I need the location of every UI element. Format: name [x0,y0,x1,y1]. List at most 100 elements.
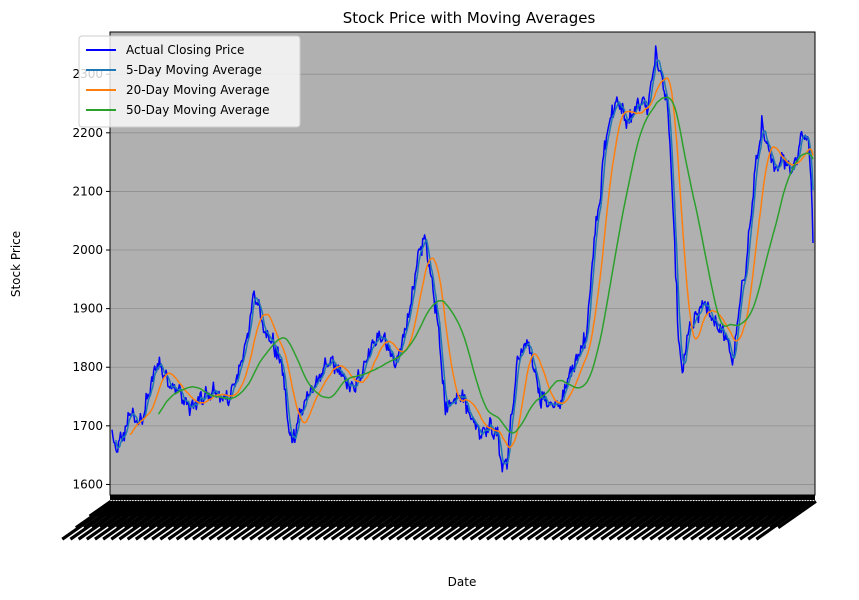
x-tick-label [208,500,265,541]
x-tick-label [126,500,183,541]
x-tick-label [437,500,493,541]
legend: Actual Closing Price 5-Day Moving Average… [78,35,301,128]
y-axis-label: Stock Price [9,231,23,297]
x-tick-label [428,500,485,541]
x-tick-labels [61,499,817,541]
x-tick-label [730,500,787,541]
y-tick-label: 1900 [72,302,103,316]
x-tick-marks-band [110,495,815,500]
x-tick-label [339,500,395,541]
x-tick-label [216,500,273,541]
x-tick-label [77,500,134,541]
y-axis-ticks: 16001700180019002000210022002300 [72,67,110,491]
y-tick-label: 1800 [72,360,103,374]
x-tick-label [249,500,306,541]
legend-label: 20-Day Moving Average [126,83,270,97]
x-tick-label [151,500,208,541]
x-tick-label [600,500,657,541]
plot-frame [109,31,816,496]
x-tick-label [535,500,591,541]
x-tick-label [665,500,722,541]
y-tick-label: 2200 [72,126,103,140]
x-tick-label [404,500,461,541]
series-line-actual-closing-price [111,45,814,473]
x-tick-label [265,500,322,541]
x-tick-label [306,500,363,541]
x-tick-label [241,500,297,541]
x-tick-label [706,500,763,541]
x-tick-label [110,500,167,541]
x-tick-label [502,499,559,541]
x-tick-label [232,500,289,541]
x-tick-label [681,500,738,541]
legend-box [78,35,301,128]
x-tick-label [143,500,199,541]
x-tick-label [175,500,232,541]
x-tick-label [273,500,330,541]
x-tick-label [739,500,796,541]
series-line-50-day-moving-average [157,96,814,434]
x-tick-label [575,500,632,541]
x-tick-label [559,500,616,541]
x-tick-label [94,500,150,541]
x-tick-label [420,500,477,541]
x-tick-label [714,499,771,541]
x-tick-label [412,500,469,541]
x-tick-label [518,500,575,541]
x-tick-label [69,500,126,541]
x-tick-label [257,499,314,541]
x-tick-label [159,500,216,541]
x-tick-label [698,500,755,541]
x-tick-label [616,500,673,541]
x-tick-label [551,500,608,541]
x-tick-label [543,500,600,541]
x-tick-label [567,500,624,541]
x-tick-label [118,499,175,541]
x-tick-label [167,500,224,541]
legend-label: 5-Day Moving Average [126,63,262,77]
y-tick-label: 2100 [72,184,103,198]
x-tick-label [494,499,551,541]
x-tick-label [281,499,338,541]
x-tick-label [396,500,453,541]
x-tick-label [477,500,534,541]
x-tick-label [85,499,142,541]
x-tick-label [624,500,681,541]
x-tick-label [330,500,387,541]
x-tick-label [363,500,420,541]
x-tick-label [61,500,118,541]
x-tick-label [641,500,698,541]
x-tick-label [134,499,191,541]
x-axis-label: Date [448,575,477,589]
y-tick-label: 1700 [72,419,103,433]
x-tick-label [183,500,240,541]
x-tick-label [200,500,257,541]
x-tick-label [102,499,159,541]
x-tick-label [633,500,689,541]
x-tick-label [298,500,355,541]
series-line-20-day-moving-average [129,77,814,449]
x-tick-label [322,500,379,541]
x-tick-label [722,500,779,541]
legend-label: Actual Closing Price [126,43,244,57]
y-tick-label: 2000 [72,243,103,257]
x-tick-label [608,500,665,541]
x-tick-label [747,499,804,541]
x-tick-label [777,500,817,530]
x-tick-label [192,499,248,541]
x-tick-label [379,500,436,541]
x-tick-label [510,500,567,541]
x-tick-label [461,500,518,541]
x-tick-label [649,500,706,541]
x-tick-label [469,500,526,541]
x-tick-label [355,500,412,541]
series-lines [111,45,814,473]
x-tick-label [314,500,371,541]
x-tick-label [486,500,542,541]
x-tick-label [673,500,730,541]
legend-label: 50-Day Moving Average [126,103,270,117]
x-tick-label [453,500,510,541]
x-tick-label [526,500,583,541]
x-tick-label [584,500,640,541]
